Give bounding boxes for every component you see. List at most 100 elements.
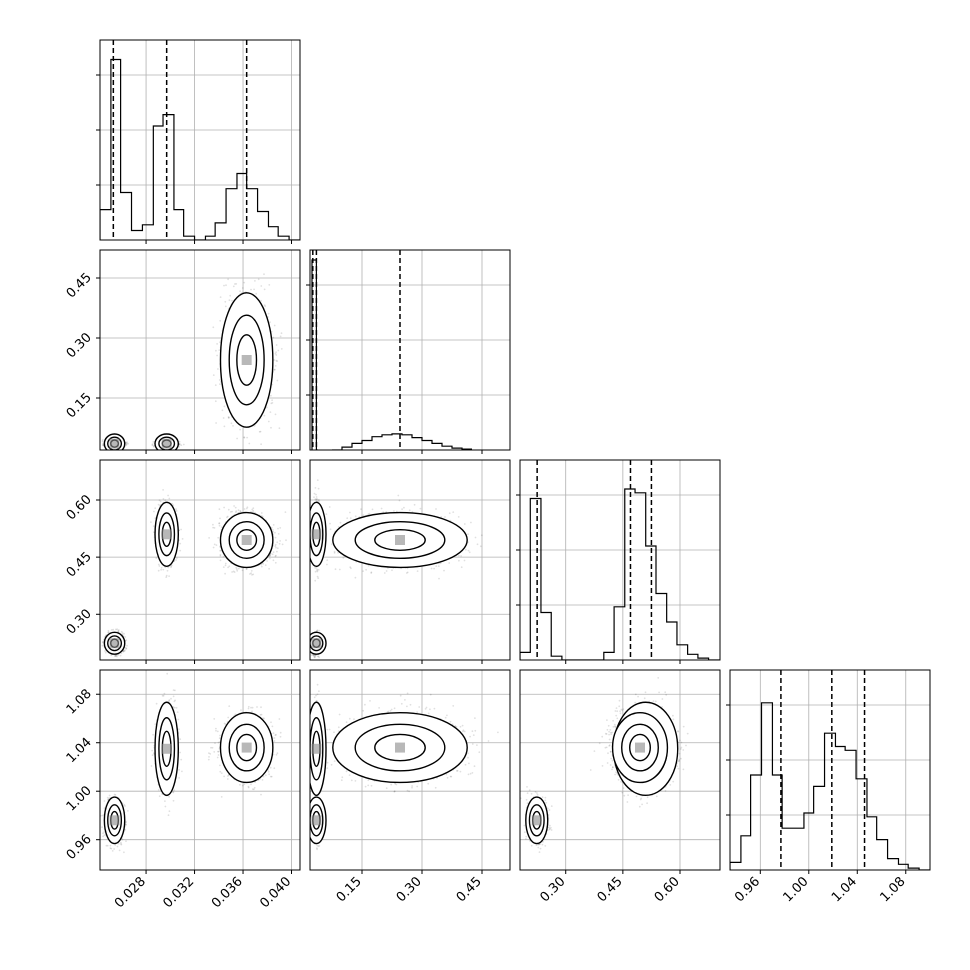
- scatter-point: [259, 430, 262, 433]
- panel-content-1-1: [310, 250, 510, 450]
- contour-1-0-0-1: [107, 436, 123, 450]
- scatter-point: [258, 430, 261, 433]
- scatter-point: [275, 359, 278, 362]
- scatter-point: [216, 343, 219, 345]
- density-peak-1-0-2: [241, 355, 252, 365]
- scatter-point: [101, 440, 104, 443]
- scatter-point: [263, 414, 266, 417]
- scatter-point: [218, 349, 221, 351]
- scatter-point: [214, 384, 217, 386]
- scatter-point: [120, 630, 123, 633]
- scatter-point: [269, 321, 271, 323]
- panel-0-0: [96, 39, 301, 244]
- scatter-point: [273, 359, 276, 361]
- scatter-point: [151, 444, 154, 446]
- histogram-0: [100, 58, 300, 240]
- scatter-point: [263, 304, 266, 306]
- scatter-point: [126, 644, 128, 647]
- panel-content-2-0: [100, 460, 300, 660]
- scatter-point: [272, 336, 275, 339]
- scatter-point: [215, 349, 217, 352]
- scatter-point: [227, 417, 230, 419]
- panel-2-0: 0.300.450.60: [64, 459, 301, 664]
- scatter-point: [273, 368, 276, 371]
- scatter-point: [243, 436, 246, 439]
- scatter-point: [223, 284, 225, 287]
- scatter-point: [277, 349, 280, 352]
- scatter-point: [269, 411, 272, 413]
- scatter-point: [219, 319, 222, 322]
- panel-1-0: 0.15 0.30 0.45: [64, 249, 301, 466]
- scatter-point: [224, 300, 227, 303]
- scatter-point: [221, 409, 224, 412]
- scatter-point: [223, 405, 226, 408]
- scatter-point: [152, 441, 155, 443]
- scatter-point: [280, 348, 283, 350]
- scatter-point: [276, 379, 279, 382]
- density-peak-1-0-0: [109, 438, 120, 449]
- scatter-point: [232, 285, 235, 288]
- scatter-point: [250, 288, 252, 291]
- scatter-point: [267, 312, 270, 315]
- scatter-point: [178, 446, 181, 448]
- scatter-point: [257, 278, 260, 281]
- scatter-point: [239, 428, 242, 431]
- scatter-point: [104, 650, 106, 652]
- scatter-point: [246, 436, 249, 439]
- scatter-point: [274, 352, 277, 355]
- scatter-point: [122, 650, 125, 653]
- scatter-point: [219, 296, 222, 298]
- panel-frame-1-1: [309, 249, 511, 451]
- scatter-point: [151, 443, 154, 446]
- scatter-point: [260, 443, 262, 446]
- scatter-point: [271, 402, 274, 404]
- scatter-point: [102, 442, 104, 445]
- scatter-point: [276, 360, 279, 362]
- scatter-point: [225, 284, 227, 287]
- histogram-tail-1-0: [332, 433, 472, 450]
- scatter-point: [178, 443, 181, 446]
- scatter-point: [236, 437, 239, 440]
- scatter-point: [275, 354, 278, 356]
- scatter-point: [243, 281, 246, 284]
- density-peak-1-0-1: [161, 438, 172, 449]
- scatter-point: [216, 354, 219, 357]
- scatter-point: [270, 426, 272, 429]
- scatter-point: [180, 444, 183, 447]
- scatter-point: [212, 326, 215, 329]
- panel-frame-1-0: [99, 249, 301, 451]
- scatter-point: [125, 442, 128, 445]
- panel-content-0-0: [100, 40, 300, 240]
- scatter-point: [231, 299, 233, 302]
- contour-1-0-1-1: [158, 436, 176, 450]
- scatter-point: [275, 351, 277, 353]
- scatter-point: [122, 650, 125, 653]
- panel-1-1: [306, 249, 511, 454]
- panel-frame-0-0: [99, 39, 301, 241]
- scatter-point: [125, 444, 128, 446]
- scatter-point: [238, 464, 240, 466]
- scatter-point: [178, 442, 181, 445]
- scatter-point: [215, 422, 218, 424]
- scatter-point: [224, 305, 227, 308]
- y-tick-label-1-1: 0.30: [64, 330, 95, 361]
- scatter-point: [274, 368, 276, 371]
- scatter-point: [214, 400, 217, 403]
- scatter-point: [153, 445, 155, 448]
- scatter-point: [219, 383, 221, 385]
- scatter-point: [227, 278, 230, 281]
- panel-content-1-0: [100, 250, 300, 466]
- scatter-point: [125, 442, 127, 444]
- y-tick-label-1-2: 0.45: [64, 270, 95, 301]
- scatter-point: [123, 650, 126, 653]
- y-tick-label-1-0: 0.15: [64, 390, 95, 421]
- scatter-point: [267, 420, 270, 423]
- scatter-point: [270, 394, 272, 397]
- scatter-point: [218, 379, 221, 381]
- scatter-point: [219, 341, 221, 344]
- scatter-point: [234, 283, 236, 285]
- scatter-point: [102, 444, 105, 447]
- scatter-point: [228, 299, 231, 302]
- scatter-point: [273, 324, 276, 327]
